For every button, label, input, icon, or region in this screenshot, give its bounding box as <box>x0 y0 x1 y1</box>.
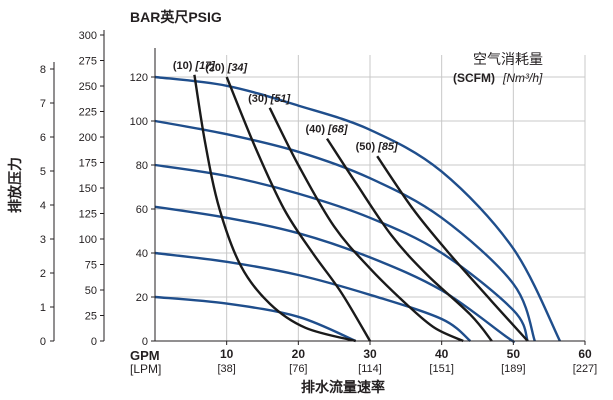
bar-tick-label: 7 <box>40 98 46 110</box>
air-consumption-curve <box>193 74 357 343</box>
x-unit-primary: GPM <box>130 348 160 363</box>
air-curve-label: (20) <box>205 62 225 74</box>
air-curve-label-alt: [68] <box>327 124 348 136</box>
psig-tick-label: 60 <box>136 204 148 216</box>
gpm-tick-label: 50 <box>507 347 521 361</box>
gpm-tick-label: 30 <box>363 347 377 361</box>
bar-tick-label: 1 <box>40 302 46 314</box>
lpm-tick-label: [76] <box>289 363 307 375</box>
pressure-curve <box>154 75 561 342</box>
psig-tick-label: 20 <box>136 292 148 304</box>
x-axis-title: 排水流量速率 <box>301 379 385 395</box>
air-legend-title: 空气消耗量 <box>473 51 543 67</box>
air-legend-unit-italic: [Nm³/h] <box>502 71 543 85</box>
air-legend-unit-bold: (SCFM) <box>453 71 495 85</box>
air-curve-label: (40) <box>305 124 325 136</box>
y-axis-title: 排放压力 <box>7 157 23 213</box>
bar-tick-label: 0 <box>40 336 46 348</box>
bar-tick-label: 6 <box>40 132 46 144</box>
air-curve-label-alt: [51] <box>270 93 291 105</box>
ft-tick-label: 225 <box>79 107 97 119</box>
gpm-tick-label: 20 <box>292 347 306 361</box>
lpm-tick-label: [114] <box>358 363 382 375</box>
psig-tick-label: 100 <box>130 116 148 128</box>
ft-tick-label: 75 <box>85 260 97 272</box>
air-curve-label-alt: [34] <box>227 62 248 74</box>
ft-tick-label: 275 <box>79 56 97 68</box>
lpm-tick-label: [151] <box>429 363 453 375</box>
air-consumption-curve <box>325 137 493 342</box>
bar-tick-label: 8 <box>40 64 46 76</box>
pressure-curve <box>154 163 529 342</box>
gpm-tick-label: 40 <box>435 347 449 361</box>
lpm-tick-label: [189] <box>501 363 525 375</box>
psig-tick-label: 80 <box>136 160 148 172</box>
ft-tick-label: 250 <box>79 81 97 93</box>
tick-labels: 02040608010012010[38]20[76]30[114]40[151… <box>40 30 597 375</box>
pressure-curve <box>154 205 515 343</box>
air-consumption-curve <box>268 107 464 343</box>
bar-tick-label: 4 <box>40 200 46 212</box>
grid <box>155 55 586 341</box>
bar-tick-label: 5 <box>40 166 46 178</box>
x-unit-secondary: [LPM] <box>130 362 161 376</box>
curves <box>154 74 561 343</box>
pressure-curve <box>154 119 536 342</box>
air-curve-label: (50) <box>356 141 376 153</box>
ft-tick-label: 100 <box>79 234 97 246</box>
pressure-curve <box>154 251 472 342</box>
air-curve-label-alt: [17] <box>194 60 215 72</box>
ft-tick-label: 25 <box>85 311 97 323</box>
ft-tick-label: 0 <box>91 336 97 348</box>
ft-tick-label: 300 <box>79 30 97 42</box>
air-curve-label-alt: [85] <box>377 141 398 153</box>
pressure-curve <box>154 295 357 343</box>
air-consumption-curve <box>376 155 529 342</box>
ft-tick-label: 125 <box>79 209 97 221</box>
pressure-units-header: BAR英尺PSIG <box>130 9 222 25</box>
psig-tick-label: 120 <box>130 72 148 84</box>
gpm-tick-label: 10 <box>220 347 234 361</box>
ft-tick-label: 50 <box>85 285 97 297</box>
ft-tick-label: 150 <box>79 183 97 195</box>
lpm-tick-label: [38] <box>217 363 235 375</box>
air-curve-label: (10) <box>173 60 193 72</box>
air-curve-label: (30) <box>248 93 268 105</box>
bar-tick-label: 2 <box>40 268 46 280</box>
psig-tick-label: 0 <box>142 336 148 348</box>
bar-tick-label: 3 <box>40 234 46 246</box>
psig-tick-label: 40 <box>136 248 148 260</box>
lpm-tick-label: [227] <box>573 363 597 375</box>
ft-tick-label: 200 <box>79 132 97 144</box>
air-consumption-curve <box>225 76 372 342</box>
gpm-tick-label: 60 <box>578 347 592 361</box>
ft-tick-label: 175 <box>79 158 97 170</box>
